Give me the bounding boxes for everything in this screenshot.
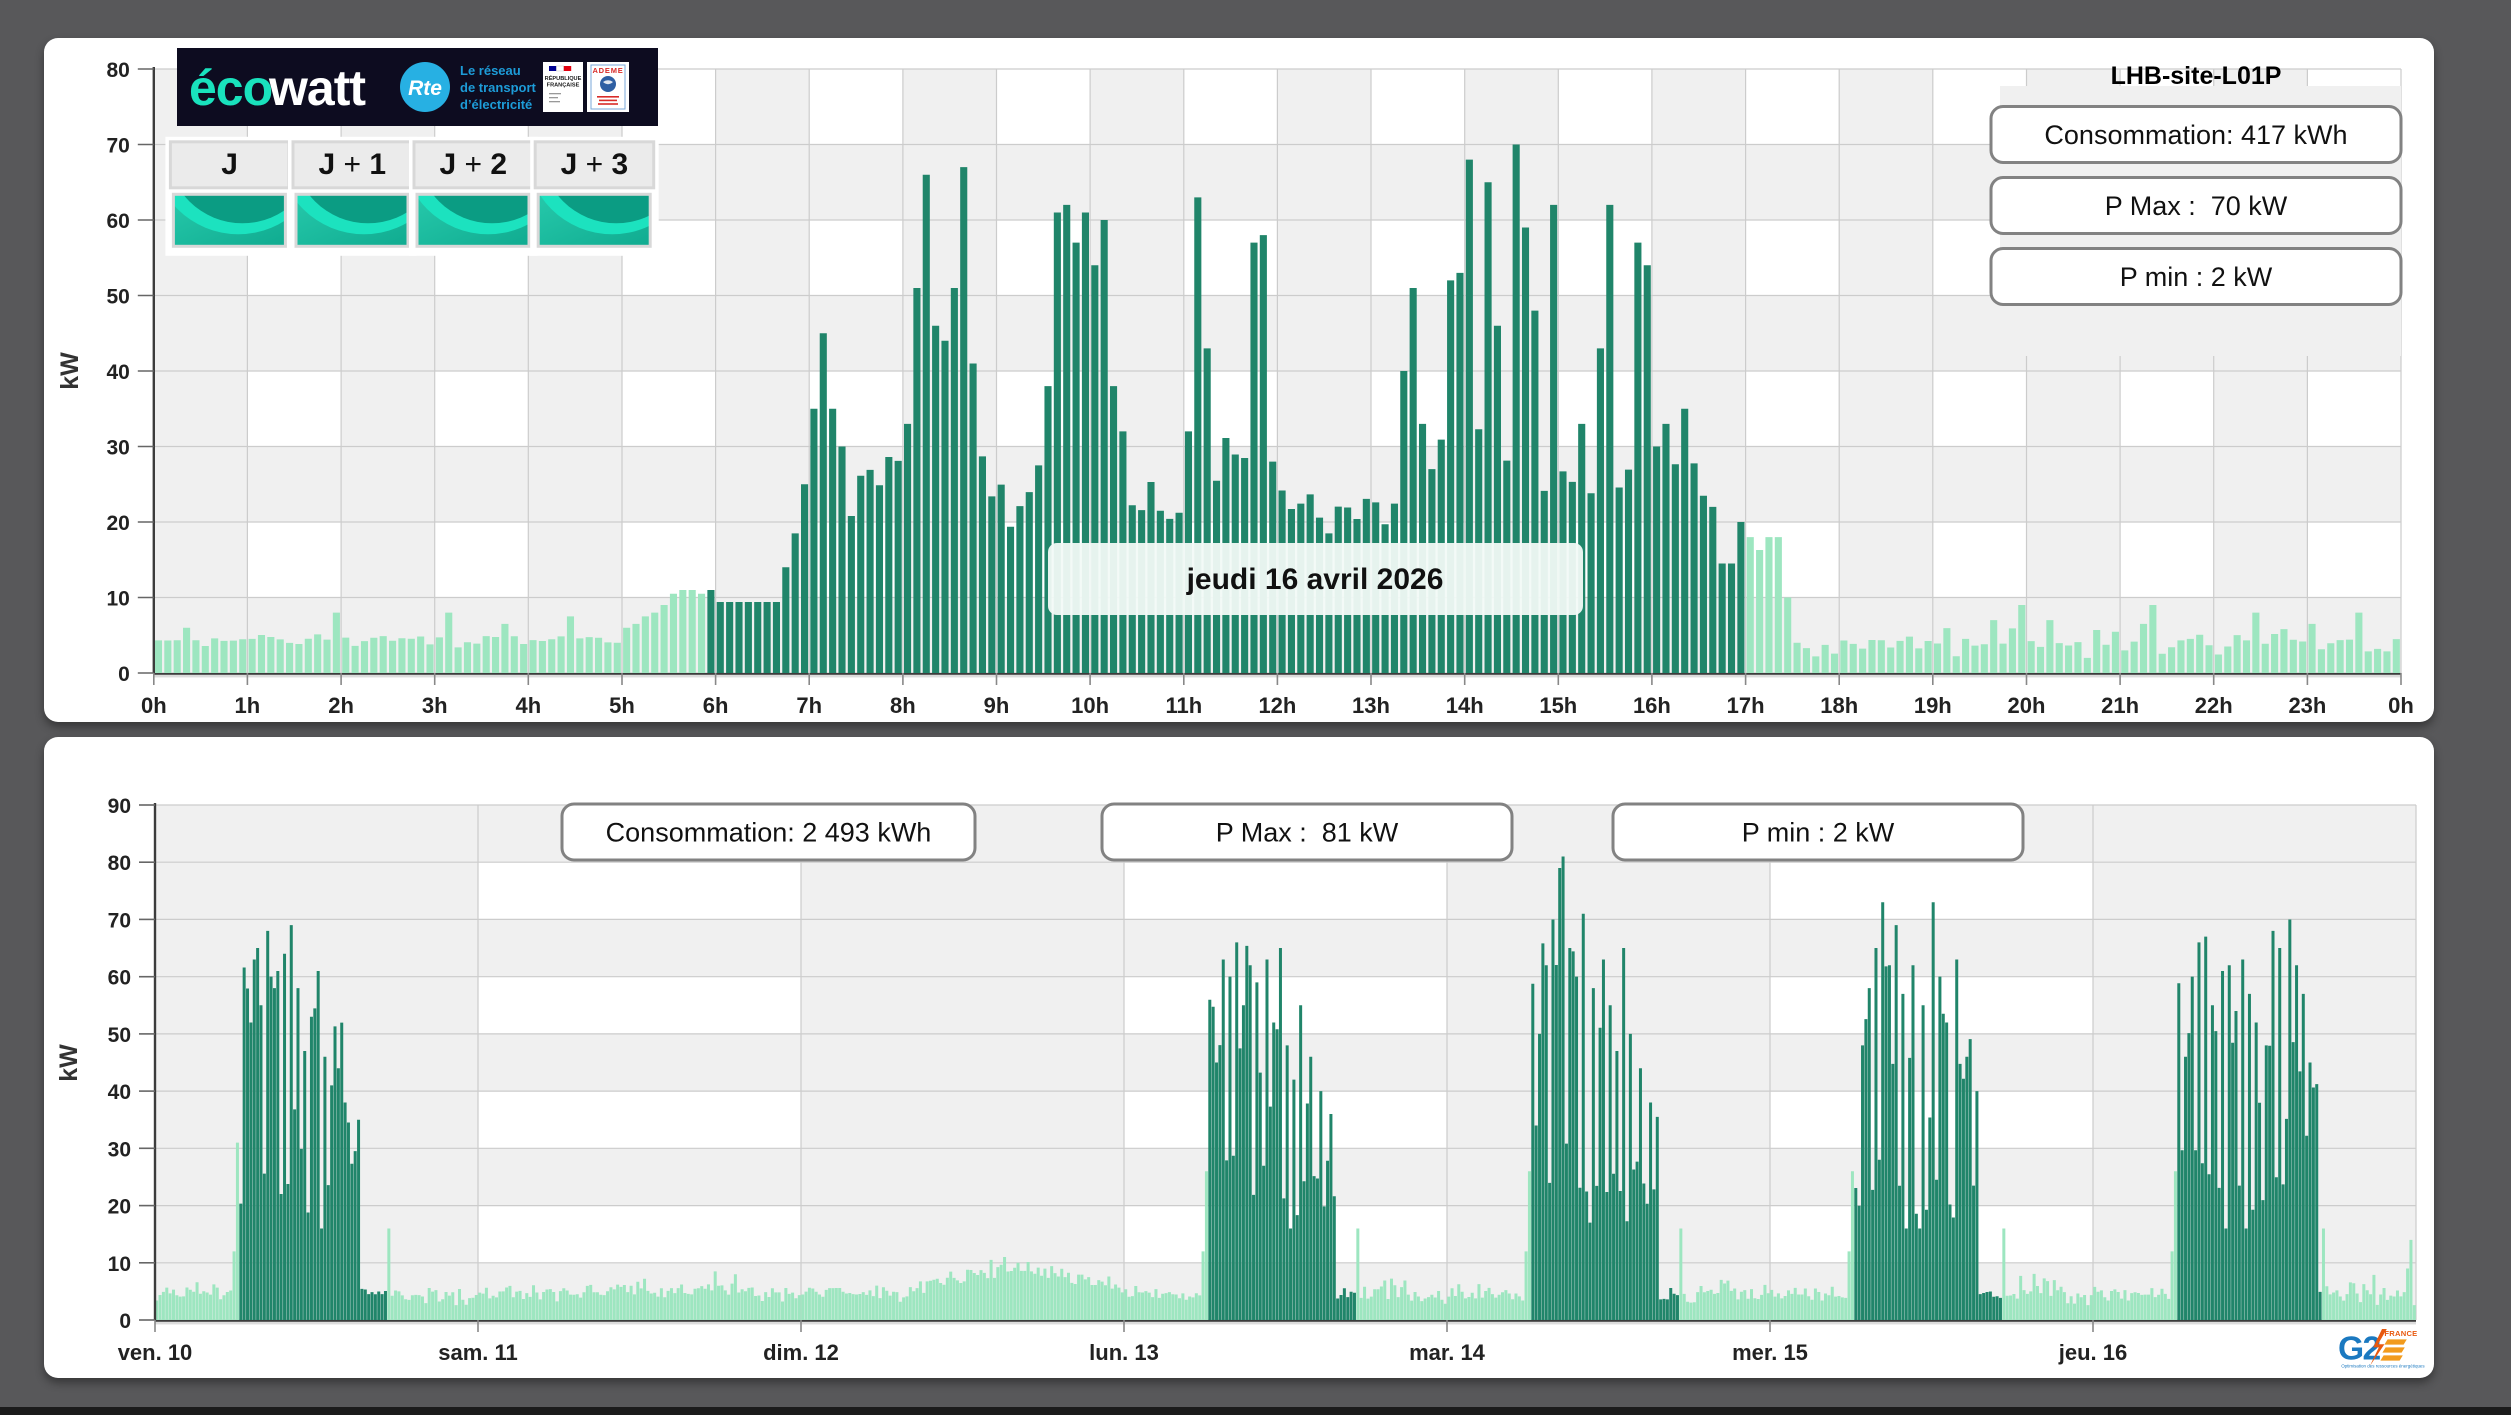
svg-text:10: 10 (106, 588, 129, 611)
svg-text:0: 0 (119, 1310, 131, 1333)
svg-text:Rte: Rte (408, 77, 442, 100)
svg-text:J: J (221, 148, 238, 181)
svg-text:P min : 2 kW: P min : 2 kW (1742, 818, 1895, 848)
svg-text:de transport: de transport (460, 80, 537, 95)
svg-text:30: 30 (108, 1138, 131, 1161)
svg-text:1h: 1h (235, 693, 261, 718)
svg-text:19h: 19h (1914, 693, 1952, 718)
svg-text:sam. 11: sam. 11 (438, 1340, 518, 1365)
svg-text:4h: 4h (515, 693, 541, 718)
svg-text:Le réseau: Le réseau (460, 63, 521, 78)
svg-text:8h: 8h (890, 693, 916, 718)
svg-text:80: 80 (108, 852, 131, 875)
svg-text:10: 10 (108, 1253, 131, 1276)
svg-text:60: 60 (106, 210, 129, 233)
svg-text:22h: 22h (2195, 693, 2233, 718)
svg-text:30: 30 (106, 437, 129, 460)
svg-text:0h: 0h (141, 693, 167, 718)
svg-text:G2: G2 (2338, 1330, 2381, 1367)
svg-text:50: 50 (106, 286, 129, 309)
svg-text:80: 80 (106, 59, 129, 82)
svg-text:21h: 21h (2101, 693, 2139, 718)
svg-text:7h: 7h (796, 693, 822, 718)
svg-text:d’électricité: d’électricité (460, 97, 532, 112)
svg-text:Optimisation des ressources én: Optimisation des ressources énergétiques (2341, 1363, 2425, 1368)
svg-text:3h: 3h (422, 693, 448, 718)
svg-text:watt: watt (268, 60, 366, 116)
svg-text:11h: 11h (1165, 693, 1202, 718)
svg-text:13h: 13h (1352, 693, 1390, 718)
svg-text:kW: kW (56, 352, 84, 390)
svg-text:2h: 2h (328, 693, 354, 718)
svg-text:P Max : 70 kW: P Max : 70 kW (2105, 191, 2288, 221)
svg-text:14h: 14h (1446, 693, 1484, 718)
svg-text:16h: 16h (1633, 693, 1671, 718)
svg-text:70: 70 (108, 909, 131, 932)
svg-text:40: 40 (108, 1081, 131, 1104)
svg-text:kW: kW (55, 1044, 83, 1082)
svg-text:J + 2: J + 2 (439, 148, 507, 181)
svg-text:20: 20 (108, 1196, 131, 1219)
svg-text:70: 70 (106, 135, 129, 158)
svg-text:LHB-site-L01P: LHB-site-L01P (2111, 62, 2282, 90)
svg-text:90: 90 (108, 795, 131, 818)
svg-text:Consommation: 2 493 kWh: Consommation: 2 493 kWh (606, 818, 932, 848)
svg-text:dim. 12: dim. 12 (763, 1340, 839, 1365)
svg-text:mer. 15: mer. 15 (1732, 1340, 1808, 1365)
svg-text:9h: 9h (984, 693, 1010, 718)
svg-text:Consommation: 417 kWh: Consommation: 417 kWh (2044, 120, 2347, 150)
svg-text:40: 40 (106, 361, 129, 384)
svg-text:12h: 12h (1258, 693, 1296, 718)
svg-text:ven. 10: ven. 10 (118, 1340, 193, 1365)
svg-text:6h: 6h (703, 693, 729, 718)
svg-text:20h: 20h (2008, 693, 2046, 718)
svg-text:éco: éco (189, 60, 272, 116)
svg-text:RÉPUBLIQUE: RÉPUBLIQUE (545, 74, 582, 82)
svg-text:P Max : 81 kW: P Max : 81 kW (1216, 818, 1399, 848)
svg-text:lun. 13: lun. 13 (1089, 1340, 1159, 1365)
svg-text:FRANÇAISE: FRANÇAISE (547, 83, 580, 89)
svg-text:P min : 2 kW: P min : 2 kW (2120, 262, 2273, 292)
svg-text:15h: 15h (1539, 693, 1577, 718)
svg-text:5h: 5h (609, 693, 635, 718)
svg-text:mar. 14: mar. 14 (1409, 1340, 1486, 1365)
svg-text:J + 3: J + 3 (561, 148, 629, 181)
svg-text:jeu. 16: jeu. 16 (2058, 1340, 2127, 1365)
svg-text:jeudi 16 avril 2026: jeudi 16 avril 2026 (1186, 563, 1444, 596)
svg-text:18h: 18h (1820, 693, 1858, 718)
svg-text:50: 50 (108, 1024, 131, 1047)
svg-text:60: 60 (108, 967, 131, 990)
svg-text:ADEME: ADEME (592, 66, 623, 75)
svg-text:23h: 23h (2288, 693, 2326, 718)
svg-text:0: 0 (118, 663, 130, 686)
svg-text:10h: 10h (1071, 693, 1109, 718)
svg-text:17h: 17h (1727, 693, 1765, 718)
svg-text:J + 1: J + 1 (318, 148, 386, 181)
svg-text:0h: 0h (2388, 693, 2414, 718)
svg-text:FRANCE: FRANCE (2384, 1329, 2417, 1338)
svg-text:20: 20 (106, 512, 129, 535)
